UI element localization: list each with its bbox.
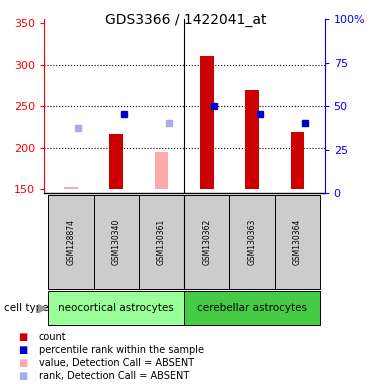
Bar <box>155 152 168 189</box>
Text: ■: ■ <box>19 345 28 355</box>
Text: GSM130362: GSM130362 <box>202 219 211 265</box>
Text: value, Detection Call = ABSENT: value, Detection Call = ABSENT <box>39 358 194 367</box>
Text: GSM128874: GSM128874 <box>66 219 75 265</box>
Text: ■: ■ <box>19 332 28 342</box>
Text: count: count <box>39 332 66 342</box>
Text: ▶: ▶ <box>38 302 47 315</box>
Text: cerebellar astrocytes: cerebellar astrocytes <box>197 303 307 313</box>
Text: ■: ■ <box>19 358 28 367</box>
Bar <box>139 195 184 289</box>
Bar <box>64 187 78 189</box>
Text: percentile rank within the sample: percentile rank within the sample <box>39 345 204 355</box>
Text: GDS3366 / 1422041_at: GDS3366 / 1422041_at <box>105 13 266 27</box>
Text: GSM130364: GSM130364 <box>293 219 302 265</box>
Bar <box>245 89 259 189</box>
Text: GSM130363: GSM130363 <box>248 219 257 265</box>
Bar <box>184 195 230 289</box>
Text: GSM130340: GSM130340 <box>112 219 121 265</box>
Bar <box>109 134 123 189</box>
Bar <box>230 195 275 289</box>
Bar <box>48 291 184 325</box>
Bar <box>290 132 304 189</box>
Bar <box>275 195 320 289</box>
Text: GSM130361: GSM130361 <box>157 219 166 265</box>
Text: cell type: cell type <box>4 303 48 313</box>
Text: neocortical astrocytes: neocortical astrocytes <box>58 303 174 313</box>
Text: rank, Detection Call = ABSENT: rank, Detection Call = ABSENT <box>39 371 189 381</box>
Bar <box>48 195 93 289</box>
Bar <box>200 56 214 189</box>
Bar <box>93 195 139 289</box>
Text: ■: ■ <box>19 371 28 381</box>
Bar <box>184 291 320 325</box>
